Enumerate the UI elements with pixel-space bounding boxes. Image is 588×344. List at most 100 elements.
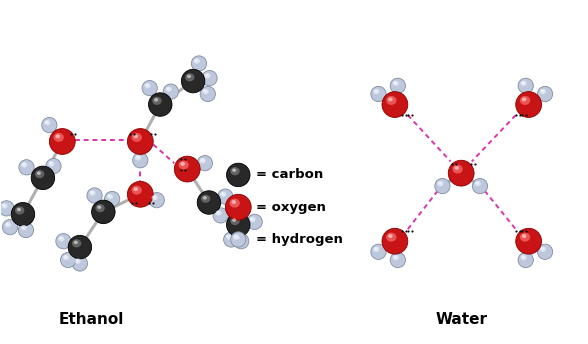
Ellipse shape <box>87 188 102 203</box>
Ellipse shape <box>439 182 441 184</box>
Ellipse shape <box>31 166 55 190</box>
Ellipse shape <box>135 155 141 161</box>
Ellipse shape <box>223 232 239 247</box>
Ellipse shape <box>250 218 253 220</box>
Ellipse shape <box>520 255 527 260</box>
Ellipse shape <box>152 97 162 105</box>
Ellipse shape <box>393 255 399 260</box>
Ellipse shape <box>42 117 57 133</box>
Ellipse shape <box>437 181 443 186</box>
Ellipse shape <box>220 192 226 197</box>
Ellipse shape <box>229 198 240 207</box>
Ellipse shape <box>375 90 377 92</box>
Ellipse shape <box>133 153 148 168</box>
Ellipse shape <box>95 204 105 212</box>
Ellipse shape <box>21 225 27 230</box>
Ellipse shape <box>68 235 92 259</box>
Ellipse shape <box>518 78 533 93</box>
Ellipse shape <box>146 84 148 86</box>
Ellipse shape <box>455 166 459 170</box>
Ellipse shape <box>249 217 256 222</box>
Ellipse shape <box>22 226 25 228</box>
Ellipse shape <box>537 86 553 101</box>
Ellipse shape <box>89 190 95 196</box>
Ellipse shape <box>448 160 474 186</box>
Ellipse shape <box>61 252 76 268</box>
Text: = oxygen: = oxygen <box>256 201 326 214</box>
Ellipse shape <box>206 74 208 76</box>
Ellipse shape <box>181 69 205 93</box>
Ellipse shape <box>108 195 111 197</box>
Ellipse shape <box>234 235 237 238</box>
Ellipse shape <box>216 211 219 214</box>
Ellipse shape <box>221 192 224 195</box>
Ellipse shape <box>386 96 396 105</box>
Ellipse shape <box>520 80 527 86</box>
Ellipse shape <box>226 213 250 237</box>
Ellipse shape <box>58 236 64 241</box>
Ellipse shape <box>516 92 542 117</box>
Ellipse shape <box>128 181 153 207</box>
Ellipse shape <box>74 241 78 244</box>
Ellipse shape <box>21 162 28 168</box>
Ellipse shape <box>541 90 544 92</box>
Ellipse shape <box>232 200 236 204</box>
Ellipse shape <box>19 160 34 175</box>
Ellipse shape <box>393 80 399 86</box>
Ellipse shape <box>472 179 487 194</box>
Ellipse shape <box>522 97 526 101</box>
Ellipse shape <box>203 89 209 94</box>
Ellipse shape <box>194 58 200 64</box>
Ellipse shape <box>201 195 211 203</box>
Ellipse shape <box>152 195 158 201</box>
Ellipse shape <box>185 73 195 82</box>
Ellipse shape <box>200 86 215 101</box>
Ellipse shape <box>107 194 113 199</box>
Ellipse shape <box>76 259 79 261</box>
Ellipse shape <box>522 82 524 84</box>
Ellipse shape <box>233 234 239 240</box>
Ellipse shape <box>394 82 396 84</box>
Ellipse shape <box>2 204 5 206</box>
Ellipse shape <box>373 247 379 252</box>
Ellipse shape <box>201 159 203 161</box>
Ellipse shape <box>142 80 158 96</box>
Ellipse shape <box>64 256 67 258</box>
Ellipse shape <box>167 87 169 90</box>
Text: = hydrogen: = hydrogen <box>256 233 343 246</box>
Ellipse shape <box>6 223 9 225</box>
Ellipse shape <box>230 167 240 175</box>
Ellipse shape <box>37 171 41 175</box>
Ellipse shape <box>232 218 236 222</box>
Ellipse shape <box>63 255 69 260</box>
Ellipse shape <box>45 121 48 123</box>
Ellipse shape <box>97 205 101 209</box>
Ellipse shape <box>133 187 138 191</box>
Ellipse shape <box>163 84 178 99</box>
Ellipse shape <box>35 170 44 178</box>
Ellipse shape <box>195 59 198 62</box>
Ellipse shape <box>520 233 530 241</box>
Ellipse shape <box>213 208 228 223</box>
Ellipse shape <box>230 217 240 225</box>
Ellipse shape <box>91 191 93 194</box>
Text: Ethanol: Ethanol <box>59 312 124 327</box>
Ellipse shape <box>540 247 546 252</box>
Ellipse shape <box>218 189 233 204</box>
Ellipse shape <box>227 235 230 238</box>
Ellipse shape <box>204 90 206 92</box>
Ellipse shape <box>149 193 165 208</box>
Ellipse shape <box>202 71 217 86</box>
Ellipse shape <box>375 248 377 250</box>
Ellipse shape <box>1 203 8 208</box>
Ellipse shape <box>388 97 393 101</box>
Ellipse shape <box>200 158 206 163</box>
Ellipse shape <box>56 234 71 249</box>
Ellipse shape <box>153 196 155 198</box>
Ellipse shape <box>388 234 393 238</box>
Ellipse shape <box>386 233 396 241</box>
Ellipse shape <box>197 191 220 214</box>
Ellipse shape <box>232 169 236 172</box>
Ellipse shape <box>132 186 142 195</box>
Ellipse shape <box>49 162 52 164</box>
